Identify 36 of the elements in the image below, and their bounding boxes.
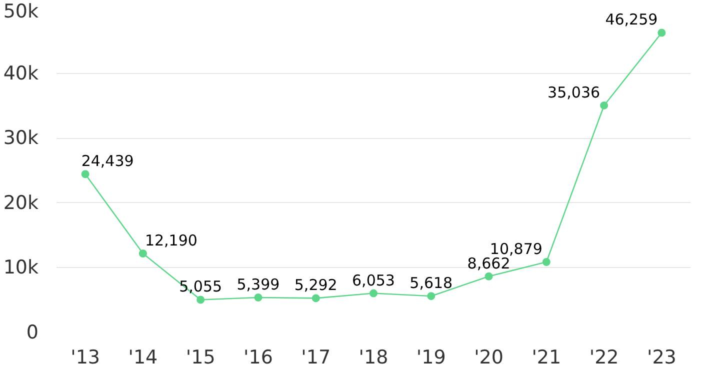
- x-tick-label: '15: [186, 346, 216, 368]
- y-tick-label: 20k: [3, 192, 39, 214]
- x-tick-label: '16: [244, 346, 273, 368]
- x-tick-label: '17: [301, 346, 331, 368]
- point: [484, 272, 493, 280]
- y-tick-label: 40k: [3, 62, 39, 84]
- x-tick-label: '23: [646, 346, 676, 368]
- point: [312, 294, 320, 302]
- point: [658, 28, 666, 37]
- point: [254, 294, 262, 302]
- x-tick-label: '19: [416, 346, 446, 368]
- data-label: 46,259: [605, 10, 658, 29]
- y-tick-label: 50k: [3, 0, 39, 22]
- y-tick-label: 10k: [3, 256, 39, 279]
- data-label: 35,036: [548, 83, 600, 102]
- point: [196, 296, 205, 304]
- x-tick-label: '22: [589, 346, 619, 368]
- x-tick-label: '20: [474, 346, 504, 368]
- x-tick-label: '14: [128, 346, 158, 368]
- point: [600, 101, 608, 110]
- data-label: 5,399: [236, 276, 280, 294]
- x-tick-label: '13: [70, 346, 100, 368]
- data-label: 12,190: [144, 232, 198, 250]
- point: [138, 250, 147, 258]
- data-label: 6,053: [352, 271, 395, 290]
- x-tick-label: '21: [532, 346, 562, 368]
- y-tick-label: 0: [26, 322, 39, 344]
- x-tick-label: '18: [358, 346, 388, 368]
- data-label: 5,292: [294, 276, 338, 294]
- point: [370, 289, 378, 298]
- point: [427, 292, 436, 300]
- point: [81, 170, 90, 178]
- data-label: 5,618: [410, 274, 453, 292]
- y-tick-label: 30k: [3, 127, 39, 150]
- point: [542, 258, 550, 266]
- data-label: 24,439: [81, 152, 134, 170]
